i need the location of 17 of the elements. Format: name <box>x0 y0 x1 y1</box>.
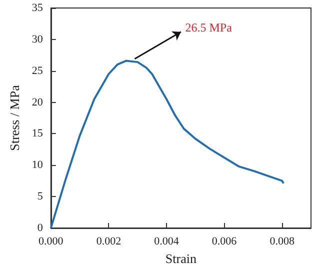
y-axis-title: Stress / MPa <box>7 84 22 151</box>
y-tick-label: 20 <box>32 96 44 108</box>
x-tick-label: 0.006 <box>212 236 238 248</box>
x-axis-title: Strain <box>165 251 197 266</box>
line-series <box>50 60 285 229</box>
y-tick-label: 35 <box>32 2 44 14</box>
x-tick-label: 0.004 <box>154 236 180 248</box>
y-tick-label: 10 <box>32 159 44 172</box>
y-tick-label: 5 <box>37 190 44 203</box>
x-tick-label: 0.000 <box>38 236 64 248</box>
annotation: 26.5 MPa <box>185 20 233 34</box>
y-tick-label: 30 <box>32 33 44 46</box>
x-tick-label: 0.002 <box>96 236 122 248</box>
y-tick-label: 0 <box>37 222 44 234</box>
y-tick-label: 15 <box>32 128 44 140</box>
x-tick-label: 0.008 <box>270 236 295 248</box>
y-tick-label: 25 <box>32 64 44 77</box>
